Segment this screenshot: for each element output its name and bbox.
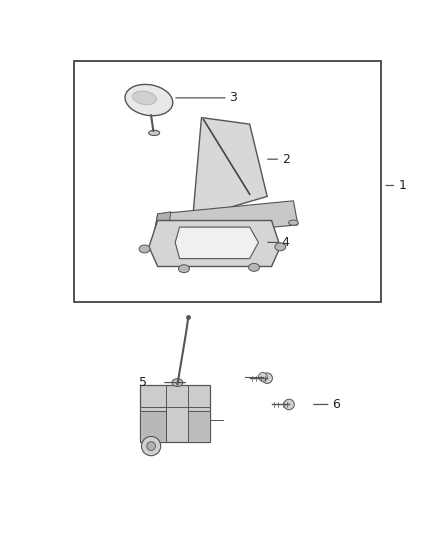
Circle shape [284,399,294,410]
Ellipse shape [184,236,193,241]
Ellipse shape [133,91,156,104]
Text: 5: 5 [139,376,147,389]
Circle shape [258,373,267,381]
Bar [74,61,381,302]
Circle shape [262,373,272,383]
Ellipse shape [240,227,250,232]
Text: 4: 4 [282,236,290,249]
Circle shape [147,442,155,450]
Polygon shape [153,212,171,243]
Bar [188,411,210,442]
Ellipse shape [275,243,286,251]
Ellipse shape [249,263,259,271]
Ellipse shape [139,245,150,253]
Ellipse shape [289,220,298,225]
Polygon shape [175,227,258,259]
Ellipse shape [172,378,183,386]
Ellipse shape [153,233,162,238]
Ellipse shape [125,84,173,116]
Text: 1: 1 [399,179,406,192]
Text: 3: 3 [229,91,237,104]
Ellipse shape [179,265,189,273]
Polygon shape [193,118,267,219]
Ellipse shape [149,130,159,135]
Bar [140,411,166,442]
Circle shape [141,437,161,456]
Polygon shape [153,201,298,238]
Polygon shape [149,221,280,266]
Text: 6: 6 [332,398,340,411]
FancyBboxPatch shape [140,385,210,442]
Text: 2: 2 [282,152,290,166]
